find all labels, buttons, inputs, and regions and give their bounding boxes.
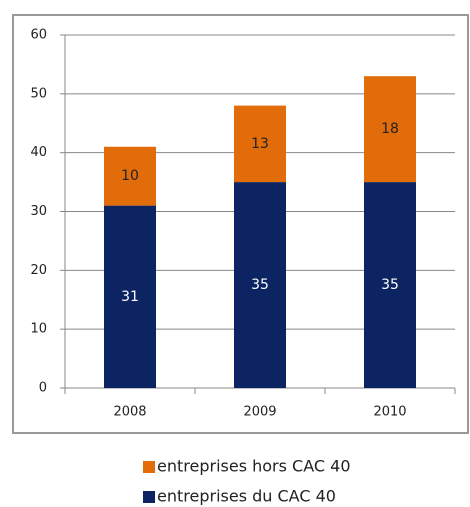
legend-swatch [143,491,155,503]
bar-segment [104,205,156,388]
bar-segment [234,182,286,388]
x-tick-label: 2010 [373,405,406,420]
y-tick-label: 30 [30,204,47,219]
x-tick-label: 2008 [113,405,146,420]
bar-segment [364,182,416,388]
data-label: 31 [121,289,139,305]
y-tick-label: 50 [30,86,47,101]
y-tick-label: 40 [30,145,47,160]
data-label: 13 [251,136,269,152]
legend: entreprises hors CAC 40 entreprises du CA… [143,457,351,506]
legend-swatch [143,461,155,473]
y-tick-label: 10 [30,322,47,337]
bar-segment [234,105,286,183]
data-label: 18 [381,121,399,137]
legend-label: entreprises hors CAC 40 [157,457,351,476]
bar-segment [364,76,416,183]
legend-label: entreprises du CAC 40 [157,487,336,506]
y-tick-label: 0 [39,381,47,396]
y-tick-label: 20 [30,263,47,278]
data-label: 10 [121,168,139,184]
y-tick-label: 60 [30,28,47,43]
bar-segment [104,146,156,206]
data-label: 35 [251,277,269,293]
x-tick-label: 2009 [243,405,276,420]
data-label: 35 [381,277,399,293]
